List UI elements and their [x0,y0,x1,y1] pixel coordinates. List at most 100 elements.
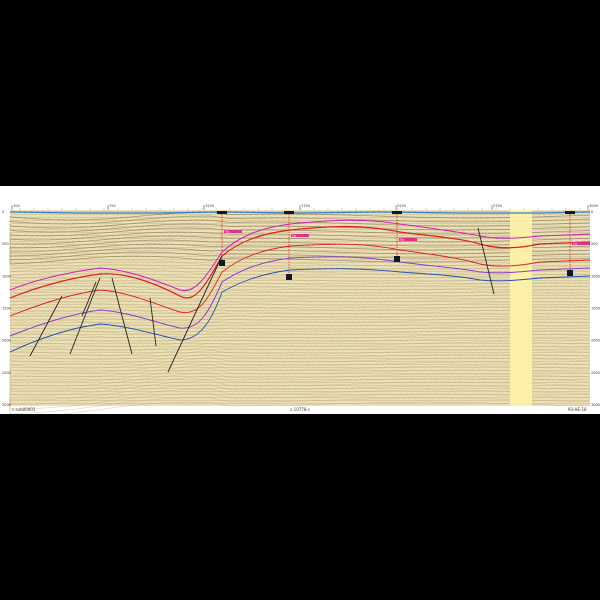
fault-line-icon [167,255,223,373]
fault-line-icon [111,277,133,355]
well-head-marker [217,211,227,214]
top-tick-label: 1250 [205,204,214,208]
stratum-line [9,264,591,273]
well[interactable]: Top [284,211,309,280]
stratum-line [9,293,591,301]
well-icon [394,256,400,262]
stratum-line [9,364,591,378]
seismic-section: 100 750 1250 1750 2250 2750 3000 Top Top Top Top [2,204,600,419]
depth-label-left: 500 [2,242,9,246]
fault-lines [29,227,495,373]
top-tick-label: 750 [109,204,116,208]
stratum-line [9,325,591,334]
fault-line-icon [81,281,97,317]
stratum-line [9,349,591,360]
seafloor-horizon [9,211,591,214]
stratum-line [9,309,591,317]
footer-right-label: 93-HE-18 [568,407,587,412]
depth-axis: 0 0 500 500 1000 1000 1500 1500 2000 2000 2500 2500… [2,210,600,407]
well-top-label: Top [292,234,297,238]
stratum-line [9,329,591,339]
well-icon [219,260,225,266]
well-top-label: Top [400,238,405,242]
depth-label-right: 500 [591,242,598,246]
top-tick-label: 100 [13,204,20,208]
stratum-line [9,384,591,401]
stratum-line [9,337,591,347]
stratum-line [9,401,591,419]
stratum-line [9,251,591,261]
well-icon [286,274,292,280]
stratum-line [9,235,591,245]
seismic-section-panel: 100 750 1250 1750 2250 2750 3000 Top Top Top Top [0,186,600,419]
stratum-line [9,397,591,414]
well[interactable]: Top [392,211,417,262]
stratum-line [9,360,591,374]
stratum-line [9,239,591,249]
horizon-blue [9,268,591,353]
depth-label-left: 2500 [2,371,11,375]
stratum-line [9,285,591,293]
top-tick-label: 3000 [589,204,598,208]
stratum-line [9,247,591,257]
top-tick-label: 2750 [493,204,502,208]
horizon-purple [9,256,591,337]
stratum-line [9,321,591,330]
stratum-line [9,255,591,265]
well-head-marker [565,211,575,214]
depth-label-left: 1500 [2,307,11,311]
depth-label-left: 3000 [2,403,11,407]
depth-label-right: 2000 [591,339,600,343]
depth-label-right: 0 [591,210,593,214]
top-tick-label: 2250 [397,204,406,208]
wells: Top Top Top Top [217,211,590,280]
shotpoint-ticks: 100 750 1250 1750 2250 2750 3000 [11,204,598,210]
stratum-line [9,297,591,305]
stratum-line [9,313,591,322]
stratum-line [9,341,591,352]
well-icon [567,270,573,276]
well-top-marker [572,242,590,245]
stratum-line [9,333,591,343]
stratum-line [9,280,591,288]
stratum-line [9,219,591,229]
stratum-line [9,215,591,225]
stratum-line [9,289,591,297]
horizon-magenta [9,219,591,292]
stratum-line [9,393,591,410]
footer-center-label: c-10778-c [290,407,310,412]
depth-label-right: 2500 [591,371,600,375]
fault-line-icon [149,297,157,347]
fault-line-icon [69,277,101,355]
well[interactable]: Top [217,211,242,266]
depth-label-left: 2000 [2,339,11,343]
stratum-line [9,353,591,365]
depth-label-right: 1000 [591,274,600,278]
horizon-red-upper [9,225,591,299]
strata-lines [9,211,591,419]
stratum-line [9,388,591,405]
stratum-line [9,317,591,326]
well-top-label: Top [573,242,578,246]
stratum-line [9,259,591,269]
stratum-line [9,223,591,233]
depth-label-right: 3000 [591,403,600,407]
well[interactable]: Top [565,211,590,276]
stratum-line [9,345,591,356]
stratum-line [9,368,591,382]
fault-line-icon [29,295,63,357]
highlight-band [510,210,532,406]
stratum-line [9,243,591,253]
well-head-marker [284,211,294,214]
stratum-line [9,372,591,387]
top-tick-label: 1750 [301,204,310,208]
stratum-line [9,305,591,313]
footer-left-label: c.sub00001 [12,407,36,412]
fault-line-icon [477,227,495,295]
well-top-marker [399,238,417,241]
well-top-label: Top [225,230,230,234]
stratum-line [9,380,591,396]
horizon-red-lower [9,243,591,317]
depth-label-left: 1000 [2,274,11,278]
